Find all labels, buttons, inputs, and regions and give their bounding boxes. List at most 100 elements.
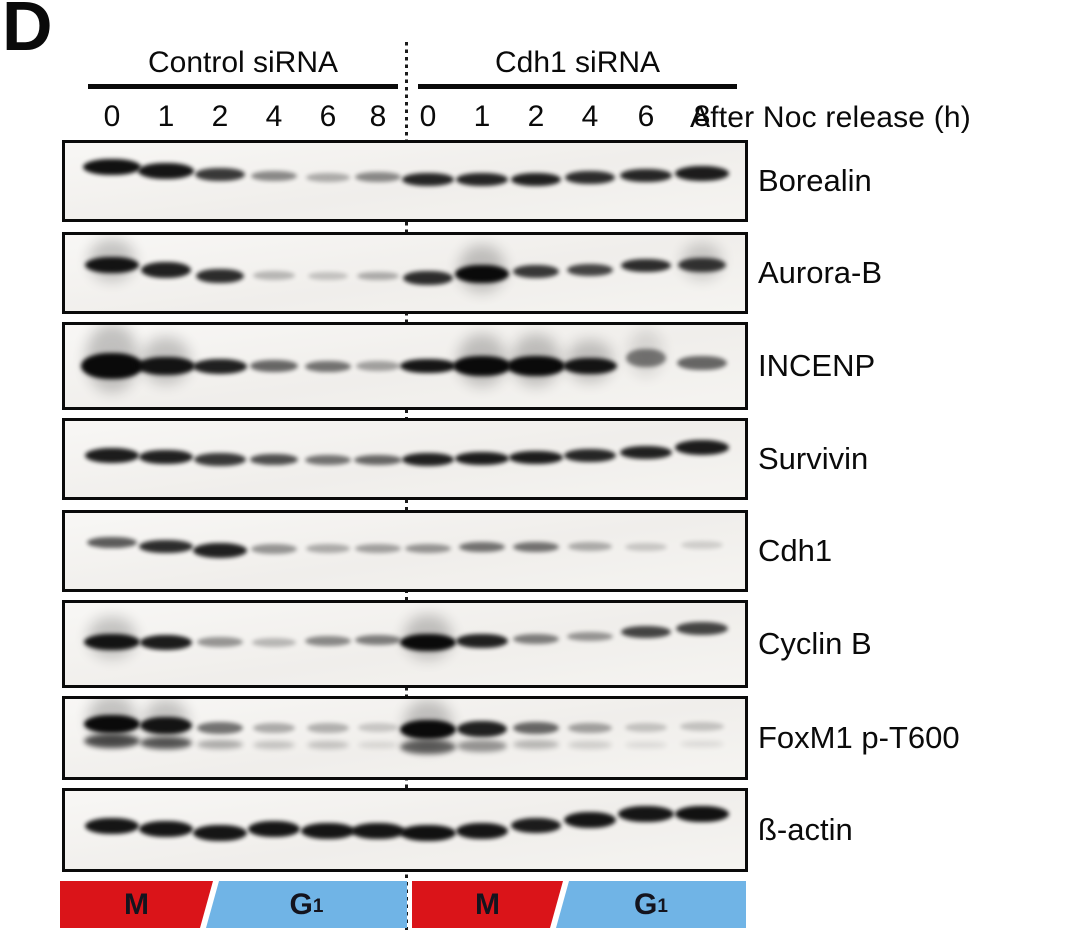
protein-band xyxy=(681,540,723,549)
timepoint-label: 0 xyxy=(103,100,121,133)
protein-band xyxy=(675,805,729,822)
protein-band xyxy=(250,453,298,465)
blot-box-survivin xyxy=(62,418,748,500)
protein-band xyxy=(507,356,565,376)
group-label-control-sirna: Control siRNA xyxy=(147,46,339,79)
protein-band xyxy=(193,543,247,559)
blot-box-aurora-b xyxy=(62,232,748,314)
protein-band xyxy=(193,824,247,841)
blot-label: Cyclin B xyxy=(758,626,872,661)
timepoint-label: 4 xyxy=(265,100,283,133)
control-sirna-underline xyxy=(88,84,398,89)
timepoint-label: 1 xyxy=(473,100,491,133)
protein-band xyxy=(564,448,616,462)
protein-band xyxy=(563,358,617,374)
protein-band xyxy=(620,168,672,182)
protein-band xyxy=(252,637,296,647)
blot-box-cyclin-b xyxy=(62,600,748,688)
protein-band xyxy=(197,637,243,648)
protein-band xyxy=(457,720,507,737)
timepoint-label: 2 xyxy=(527,100,545,133)
protein-band xyxy=(193,358,247,374)
protein-band-doublet-lower xyxy=(680,740,724,748)
protein-band xyxy=(513,634,559,645)
protein-band-doublet-lower xyxy=(625,741,667,749)
timepoint-label: 2 xyxy=(211,100,229,133)
blot-label: Borealin xyxy=(758,163,872,198)
protein-band xyxy=(355,635,401,646)
protein-band xyxy=(194,452,246,466)
protein-band xyxy=(456,634,508,649)
protein-band-doublet-lower xyxy=(457,739,507,752)
protein-band xyxy=(140,634,192,650)
protein-band xyxy=(355,544,401,554)
protein-band xyxy=(513,541,559,552)
protein-band xyxy=(402,172,454,186)
protein-band xyxy=(675,165,729,181)
blot-box-incenp xyxy=(62,322,748,410)
protein-band xyxy=(85,256,139,273)
protein-band xyxy=(513,721,559,734)
protein-band xyxy=(137,357,195,375)
protein-band xyxy=(453,356,511,376)
time-axis-label: After Noc release (h) xyxy=(690,101,971,134)
protein-band xyxy=(618,805,674,822)
protein-band xyxy=(351,822,405,839)
protein-band xyxy=(400,720,456,740)
protein-band xyxy=(84,634,140,651)
protein-band-doublet-lower xyxy=(568,741,612,749)
protein-band xyxy=(402,452,454,466)
protein-band xyxy=(459,541,505,552)
protein-band xyxy=(250,360,298,372)
protein-band-doublet-lower xyxy=(307,741,349,749)
protein-band xyxy=(620,445,672,459)
protein-band xyxy=(84,714,140,733)
blot-box-borealin xyxy=(62,140,748,222)
protein-band xyxy=(509,450,563,464)
protein-band xyxy=(621,259,671,273)
protein-band xyxy=(253,722,295,733)
protein-band-doublet-lower xyxy=(84,734,140,748)
protein-band xyxy=(83,159,141,176)
protein-band xyxy=(568,722,612,733)
phase-label: M xyxy=(124,887,149,921)
protein-band xyxy=(511,172,561,186)
protein-band xyxy=(677,356,727,370)
timepoint-label: 6 xyxy=(637,100,655,133)
protein-band xyxy=(680,722,724,732)
timepoint-label: 8 xyxy=(693,100,711,133)
protein-band-doublet-lower xyxy=(253,741,295,749)
protein-band xyxy=(85,447,139,463)
protein-band-doublet-lower xyxy=(197,740,243,750)
protein-band xyxy=(305,360,351,372)
protein-band xyxy=(567,631,613,641)
protein-band xyxy=(621,626,671,639)
protein-band xyxy=(626,349,666,367)
protein-band-doublet-lower xyxy=(358,741,398,749)
protein-band xyxy=(356,361,400,371)
protein-band xyxy=(305,455,351,466)
protein-band xyxy=(141,261,191,278)
protein-band xyxy=(513,265,559,279)
protein-band xyxy=(567,263,613,276)
protein-band xyxy=(251,171,297,182)
blot-box-cdh1 xyxy=(62,510,748,592)
blot-label: Cdh1 xyxy=(758,533,833,568)
panel-label: D xyxy=(2,0,53,65)
protein-band xyxy=(85,817,139,834)
blot-label: Aurora-B xyxy=(758,255,883,290)
timepoint-label: 6 xyxy=(319,100,337,133)
phase-label: G xyxy=(634,887,658,921)
protein-band xyxy=(140,717,192,735)
protein-band xyxy=(306,172,350,182)
protein-band xyxy=(139,540,193,554)
phase-label: G xyxy=(289,887,313,921)
protein-band xyxy=(306,544,350,554)
protein-band xyxy=(511,818,561,834)
protein-band-doublet-lower xyxy=(400,739,456,755)
blot-label: FoxM1 p-T600 xyxy=(758,720,960,755)
blot-label: INCENP xyxy=(758,348,876,383)
